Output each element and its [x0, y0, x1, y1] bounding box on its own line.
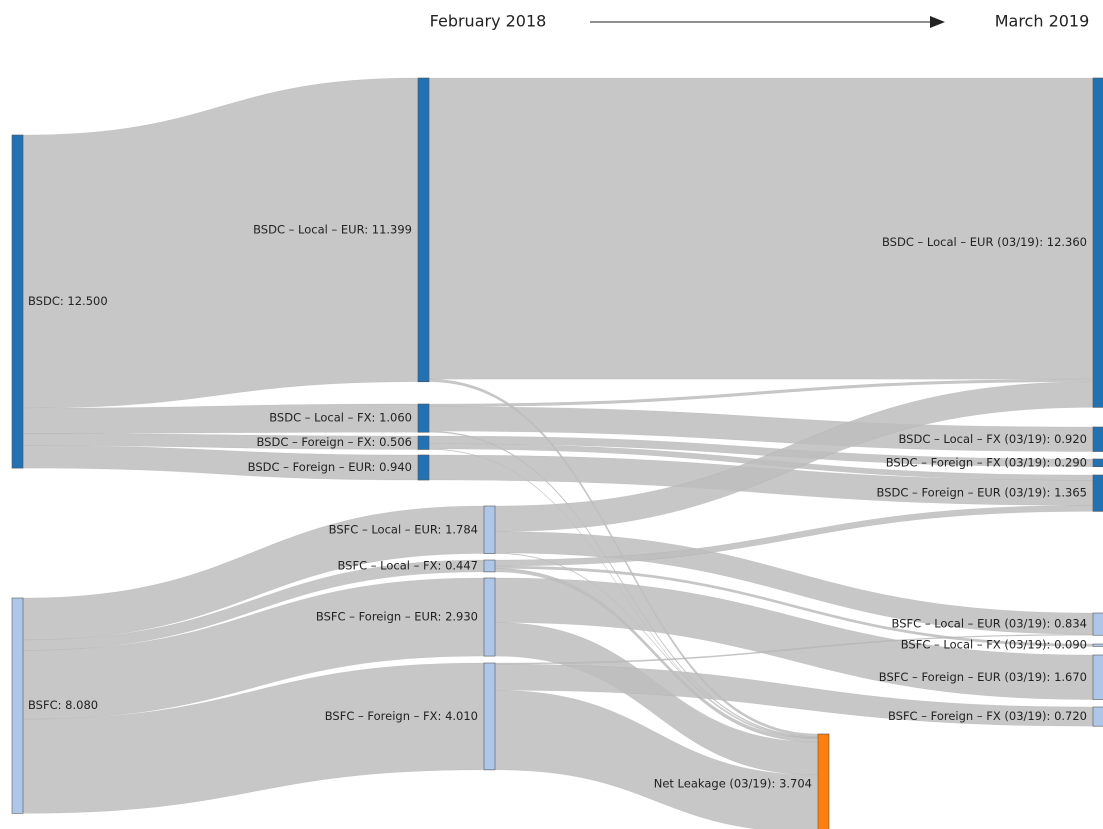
node-label: BSFC – Foreign – EUR: 2.930: [316, 610, 478, 624]
node-label: BSDC – Foreign – EUR (03/19): 1.365: [877, 486, 1087, 500]
node: [483, 505, 496, 554]
node: [1092, 706, 1103, 727]
header-to: March 2019: [995, 12, 1090, 31]
node-label: BSFC – Foreign – EUR (03/19): 1.670: [879, 670, 1087, 684]
node: [417, 435, 430, 450]
node-label: BSFC – Foreign – FX: 4.010: [325, 709, 478, 723]
node: [1092, 77, 1103, 408]
node: [483, 662, 496, 771]
node: [1092, 643, 1103, 647]
header-from: February 2018: [430, 12, 547, 31]
node: [1092, 474, 1103, 512]
node: [1092, 654, 1103, 700]
node-label: BSDC – Foreign – FX (03/19): 0.290: [886, 455, 1087, 469]
node-label: BSDC: 12.500: [28, 294, 108, 308]
nodes: BSDC: 12.500 BSFC: 8.080 BSDC – Local – EU…: [11, 77, 1103, 829]
node-label: BSDC – Local – FX (03/19): 0.920: [898, 432, 1087, 446]
node-label: BSDC – Foreign – EUR: 0.940: [248, 460, 412, 474]
node: [483, 577, 496, 657]
node-label: BSFC – Local – EUR (03/19): 0.834: [892, 617, 1087, 631]
node-label: BSFC – Foreign – FX (03/19): 0.720: [888, 709, 1087, 723]
node-label: BSDC – Local – FX: 1.060: [269, 411, 412, 425]
node-label: BSDC – Foreign – FX: 0.506: [256, 435, 412, 449]
node-label: Net Leakage (03/19): 3.704: [654, 777, 812, 791]
node: [417, 77, 430, 383]
node: [483, 559, 496, 573]
node-label: BSFC – Local – FX: 0.447: [337, 558, 478, 572]
node-label: BSDC – Local – EUR: 11.399: [253, 222, 412, 236]
node: [817, 733, 830, 829]
link: [22, 77, 419, 409]
node-label: BSFC: 8.080: [28, 698, 98, 712]
node-label: BSDC – Local – EUR (03/19): 12.360: [882, 235, 1087, 249]
node: [1092, 426, 1103, 452]
node: [417, 403, 430, 433]
node: [11, 134, 24, 469]
link: [428, 77, 1094, 380]
node-label: BSFC – Local – FX (03/19): 0.090: [901, 638, 1087, 652]
links: [22, 77, 1094, 829]
node: [1092, 612, 1103, 636]
node: [417, 454, 430, 481]
header-arrowhead: [930, 16, 945, 28]
node-label: BSFC – Local – EUR: 1.784: [329, 522, 478, 536]
node: [11, 597, 24, 814]
node: [1092, 458, 1103, 468]
